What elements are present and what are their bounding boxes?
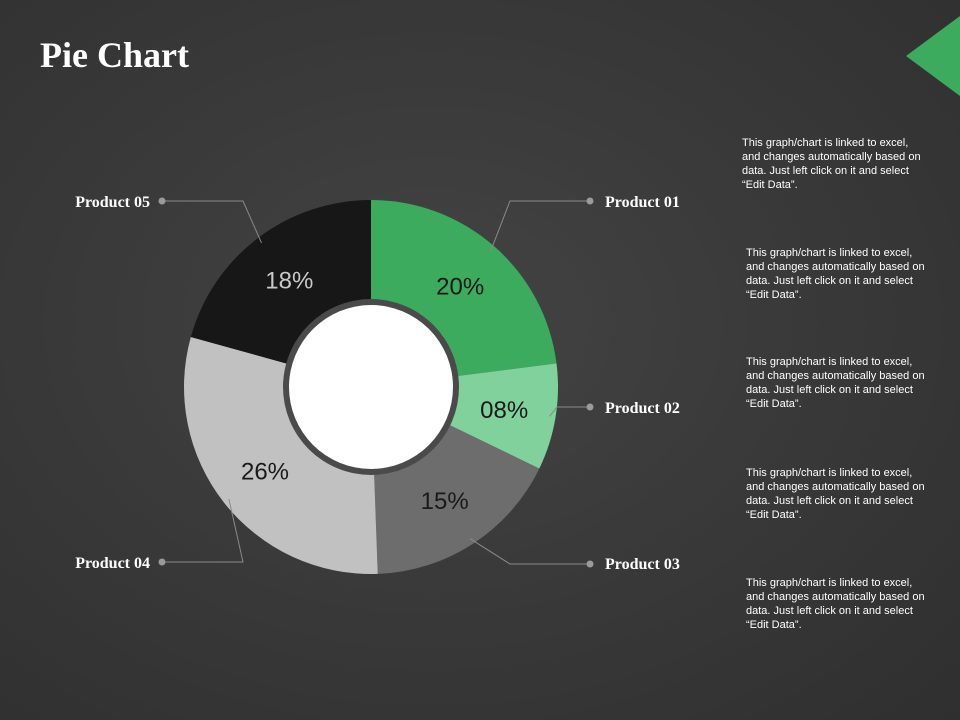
slide-title: Pie Chart bbox=[40, 35, 189, 75]
category-label: Product 04 bbox=[75, 555, 150, 572]
leader-dot bbox=[586, 197, 594, 205]
leader-line bbox=[162, 498, 244, 563]
chart-value-labels: 20% 08% 15% 26% 18% bbox=[241, 268, 528, 516]
donut-hole bbox=[289, 305, 453, 469]
category-label: Product 02 bbox=[605, 400, 680, 417]
category-label: Product 01 bbox=[605, 194, 680, 211]
slice-value-label: 15% bbox=[421, 488, 469, 515]
chart-category-labels: Product 01 Product 02 Product 03 Product 04… bbox=[75, 194, 680, 573]
slice-value-label: 20% bbox=[436, 274, 484, 301]
corner-accent-triangle bbox=[906, 16, 960, 96]
description-text: This graph/chart is linked to excel, and… bbox=[746, 467, 925, 521]
leader-line bbox=[162, 200, 262, 244]
leader-dot bbox=[158, 558, 166, 566]
description-text: This graph/chart is linked to excel, and… bbox=[746, 247, 925, 301]
category-label: Product 03 bbox=[605, 556, 680, 573]
leader-dot bbox=[586, 403, 594, 411]
description-text: This graph/chart is linked to excel, and… bbox=[746, 356, 925, 410]
leader-dot bbox=[158, 197, 166, 205]
category-label: Product 05 bbox=[75, 194, 150, 211]
leader-line bbox=[490, 200, 590, 252]
leader-line bbox=[469, 538, 590, 565]
leader-dot bbox=[586, 560, 594, 568]
chart-leader-lines bbox=[158, 197, 594, 568]
leader-line bbox=[549, 406, 590, 417]
slice-value-label: 08% bbox=[480, 397, 528, 424]
slice-value-label: 18% bbox=[265, 268, 313, 295]
slice-value-label: 26% bbox=[241, 459, 289, 486]
description-text: This graph/chart is linked to excel, and… bbox=[746, 577, 925, 631]
description-text: This graph/chart is linked to excel, and… bbox=[742, 137, 921, 191]
